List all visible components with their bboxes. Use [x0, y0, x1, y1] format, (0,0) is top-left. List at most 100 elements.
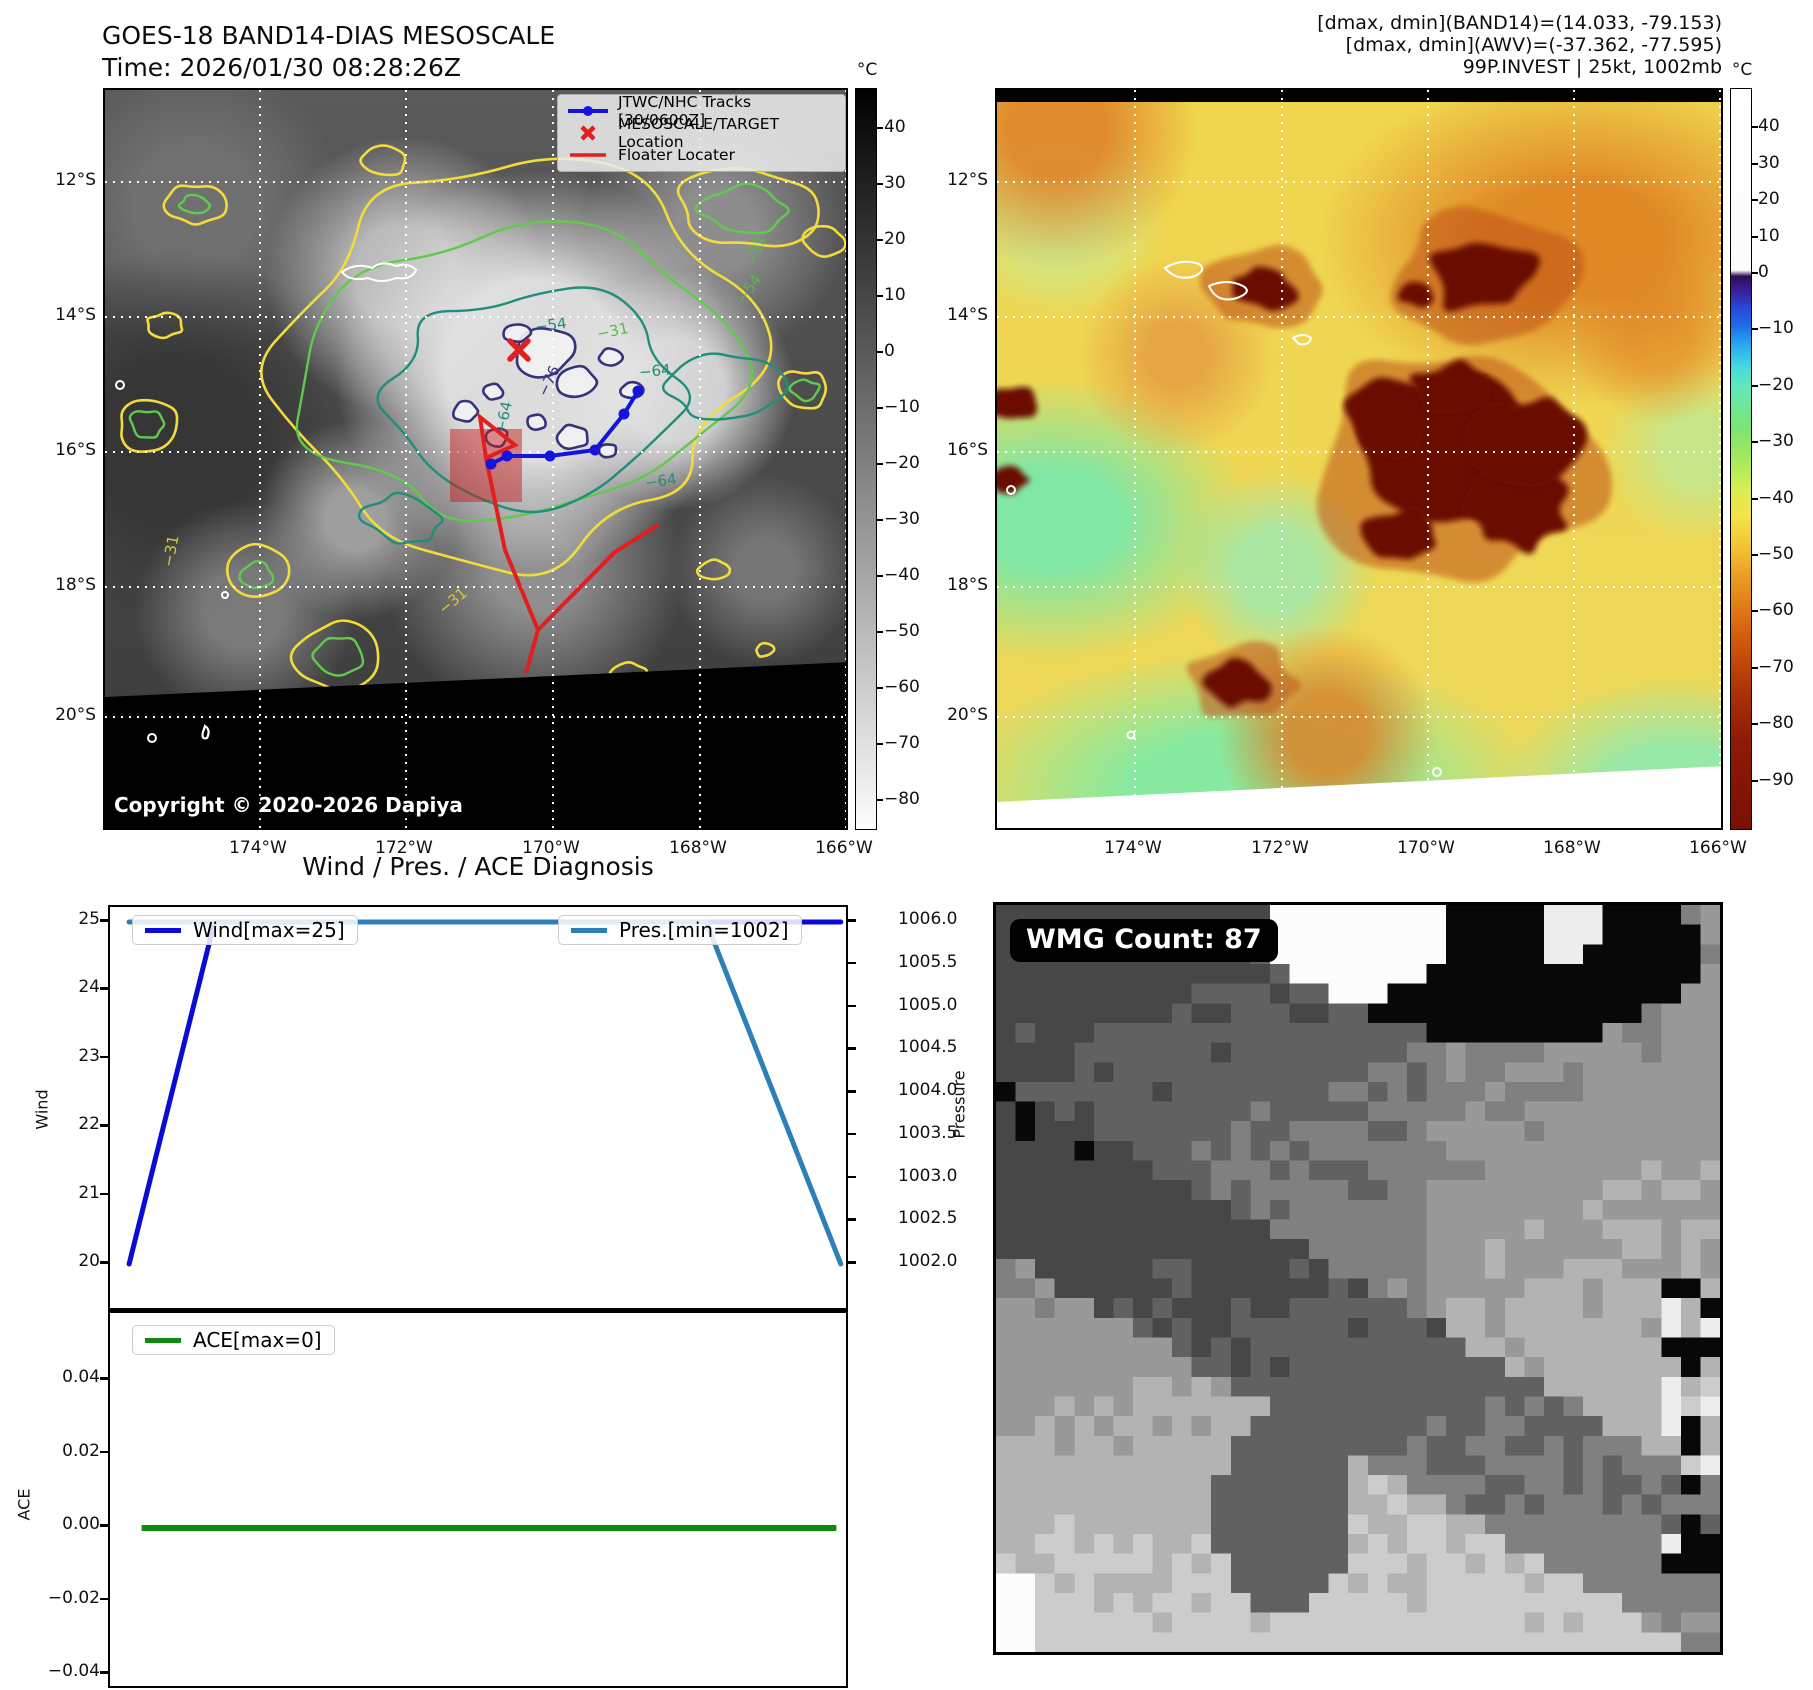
wmg-cell	[1132, 1376, 1153, 1397]
wmg-cell	[1504, 1435, 1525, 1456]
wmg-cell	[996, 1258, 1016, 1279]
wmg-cell	[1113, 983, 1133, 1004]
wmg-cell	[1504, 1062, 1525, 1082]
wmg-cell	[1367, 1573, 1388, 1594]
wmg-cell	[1446, 1553, 1466, 1574]
wmg-cell	[1465, 1632, 1486, 1652]
wmg-cell	[1406, 1062, 1427, 1082]
wmg-cell	[1191, 1180, 1212, 1200]
wmg-cell	[1035, 1278, 1055, 1299]
wind-pressure-chart[interactable]: Wind[max=25] Pres.[min=1002]	[108, 905, 848, 1310]
wmg-cell	[1700, 1416, 1720, 1436]
wmg-cell	[1583, 1003, 1603, 1023]
wmg-cell	[1583, 1239, 1603, 1259]
band14-lon-tick: 168°W	[669, 838, 727, 858]
wmg-cell	[1132, 983, 1153, 1004]
wmg-cell	[1680, 905, 1701, 925]
wmg-cell	[1485, 1160, 1505, 1181]
awv-map[interactable]	[995, 88, 1723, 830]
cold-cloud-top	[1343, 377, 1432, 460]
wmg-cell	[1524, 1022, 1544, 1043]
wmg-cell	[1485, 1494, 1505, 1515]
wmg-cell	[1172, 1140, 1192, 1161]
wmg-cell	[1622, 1337, 1642, 1358]
wmg-cell	[1035, 1121, 1055, 1141]
wmg-cell	[1250, 1101, 1270, 1122]
wmg-cell	[1524, 963, 1544, 984]
wmg-panel[interactable]: WMG Count: 87	[993, 902, 1723, 1655]
wmg-cell	[1172, 983, 1192, 1004]
wmg-cell	[1289, 1416, 1310, 1436]
wmg-cell	[1406, 1140, 1427, 1161]
wmg-cell	[1230, 1042, 1251, 1063]
wmg-cell	[1250, 1455, 1270, 1476]
wmg-cell	[1191, 1042, 1212, 1063]
wmg-cell	[1132, 1553, 1153, 1574]
wmg-cell	[1446, 1121, 1466, 1141]
wmg-cell	[1230, 1160, 1251, 1181]
wmg-cell	[1563, 1101, 1584, 1122]
wmg-cell	[1602, 1298, 1623, 1318]
wmg-cell	[1015, 1239, 1036, 1259]
wmg-cell	[1015, 1121, 1036, 1141]
wmg-cell	[1015, 1081, 1036, 1102]
wmg-cell	[1485, 1062, 1505, 1082]
wmg-cell	[1172, 1396, 1192, 1417]
wmg-cell	[1524, 1298, 1544, 1318]
wmg-cell	[1074, 1258, 1094, 1279]
wmg-cell	[1465, 944, 1486, 964]
wmg-cell	[1543, 1022, 1564, 1043]
wmg-cell	[1152, 1435, 1173, 1456]
tick-mark	[100, 1377, 108, 1380]
wmg-cell	[1661, 1416, 1681, 1436]
wmg-cell	[1015, 1337, 1036, 1358]
wmg-cell	[1250, 963, 1270, 984]
wmg-cell	[1446, 1475, 1466, 1495]
wmg-cell	[1309, 1239, 1329, 1259]
wmg-cell	[1113, 1435, 1133, 1456]
wmg-cell	[1543, 905, 1564, 925]
ace-chart[interactable]: ACE[max=0]	[108, 1310, 848, 1688]
wmg-cell	[1289, 1081, 1310, 1102]
wmg-cell	[1485, 1573, 1505, 1594]
wmg-cell	[1230, 1357, 1251, 1377]
contour-label: −54	[533, 313, 568, 337]
wmg-cell	[1172, 1573, 1192, 1594]
wmg-cell	[1446, 1101, 1466, 1122]
wmg-cell	[1152, 1160, 1173, 1181]
wmg-cell	[1700, 1396, 1720, 1417]
wmg-cell	[1700, 1003, 1720, 1023]
pres-legend-label: Pres.[min=1002]	[619, 918, 789, 942]
wmg-cell	[1054, 1357, 1075, 1377]
wmg-cell	[1152, 1219, 1173, 1240]
wmg-cell	[1269, 1258, 1290, 1279]
wmg-cell	[1211, 1081, 1231, 1102]
wmg-cell	[1289, 1593, 1310, 1613]
wmg-cell	[1054, 1042, 1075, 1063]
contour-green	[788, 378, 821, 403]
wmg-cell	[1250, 1239, 1270, 1259]
wmg-cell	[1211, 1534, 1231, 1554]
wmg-cell	[1191, 1278, 1212, 1299]
tick-mark	[1752, 235, 1758, 238]
wmg-cell	[1093, 1062, 1114, 1082]
wmg-cell	[996, 1376, 1016, 1397]
wmg-cell	[1309, 905, 1329, 925]
floater-outline	[477, 412, 519, 461]
wmg-cell	[1074, 1199, 1094, 1220]
wmg-cell	[1211, 1042, 1231, 1063]
pressure-tick: 1003.5	[898, 1122, 958, 1143]
wmg-cell	[1093, 1219, 1114, 1240]
wmg-cell	[1367, 1022, 1388, 1043]
wmg-cell	[1250, 1121, 1270, 1141]
wmg-cell	[1583, 1160, 1603, 1181]
wmg-cell	[1387, 1278, 1407, 1299]
wmg-cell	[1035, 983, 1055, 1004]
wmg-cell	[1035, 1022, 1055, 1043]
wmg-cell	[1093, 1317, 1114, 1338]
wmg-cell	[1465, 1101, 1486, 1122]
wmg-cell	[1524, 1278, 1544, 1299]
band14-map[interactable]: −54 −31 −76 −64 −64 −64 −31 −54 −31 −31 JTWC/NHC …	[103, 88, 848, 830]
wmg-cell	[1191, 1337, 1212, 1358]
pressure-tick: 1003.0	[898, 1165, 958, 1186]
